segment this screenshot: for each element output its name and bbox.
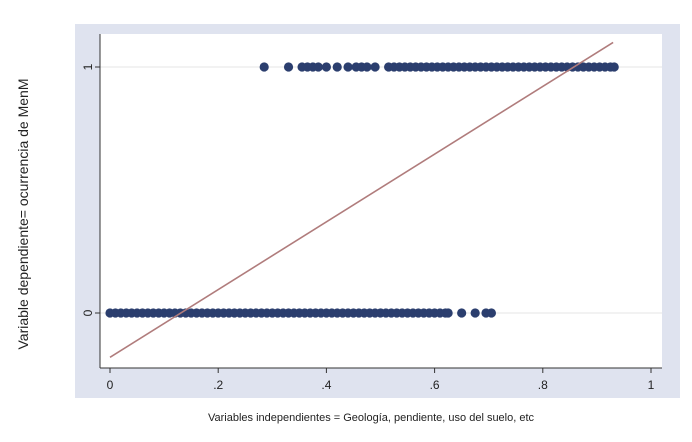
fitted-line: [109, 41, 614, 358]
x-tick-label: .2: [213, 378, 223, 392]
y-tick-label: 1: [81, 63, 95, 70]
data-point: [321, 62, 331, 72]
data-point: [313, 62, 323, 72]
data-point: [332, 62, 342, 72]
x-tick-label: .8: [538, 378, 548, 392]
data-point: [259, 62, 269, 72]
data-point: [283, 62, 294, 72]
data-point: [457, 308, 467, 318]
x-axis-label-text: Variables independientes = Geología, pen…: [207, 412, 535, 424]
data-point: [443, 308, 453, 318]
data-point: [343, 62, 353, 72]
series-layer: [105, 41, 619, 358]
data-point: [362, 62, 372, 72]
x-axis-label: Variables independientes = Geología, pen…: [0, 412, 692, 424]
y-axis-label-text: Variable dependiente= ocurrencia de MenM: [15, 78, 31, 350]
plot-area: [100, 34, 662, 368]
x-tick-label: .6: [430, 378, 440, 392]
axis-layer: 0 .2 .4 .6 .8 1 0 1: [81, 34, 662, 392]
y-tick-label: 0: [81, 309, 95, 316]
y-axis-label: Variable dependiente= ocurrencia de MenM: [12, 58, 34, 370]
x-tick-label: 0: [107, 378, 114, 392]
data-point: [609, 62, 619, 72]
data-point: [470, 308, 480, 318]
x-tick-label: .4: [321, 378, 331, 392]
data-point: [370, 62, 380, 72]
x-tick-label: 1: [648, 378, 655, 392]
data-point: [486, 308, 497, 318]
